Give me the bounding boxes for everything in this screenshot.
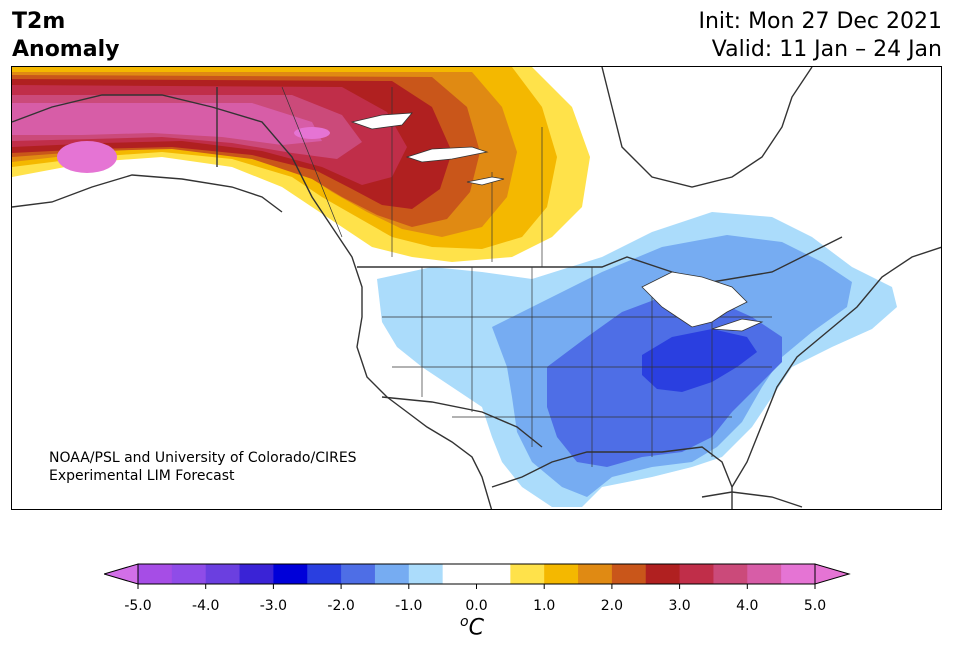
colorbar-bin bbox=[171, 564, 207, 584]
gulf-coast bbox=[491, 446, 733, 509]
great-lakes bbox=[641, 271, 748, 328]
colorbar-tick-label: 1.0 bbox=[533, 598, 555, 614]
warm-contour-4p5-b bbox=[294, 127, 330, 139]
colorbar-unit: oC bbox=[460, 614, 484, 640]
colorbar-bin bbox=[713, 564, 748, 584]
colorbar-bin bbox=[408, 564, 444, 584]
title-line-2: Anomaly bbox=[12, 37, 120, 62]
credit-block: NOAA/PSL and University of Colorado/CIRE… bbox=[49, 449, 357, 485]
warm-contour-4p0 bbox=[12, 103, 322, 145]
us-canada-border bbox=[357, 236, 843, 283]
pacific-coast bbox=[12, 94, 493, 509]
colorbar-under-arrow bbox=[104, 563, 139, 585]
map-title: T2m Anomaly bbox=[12, 8, 119, 64]
colorbar-bin bbox=[205, 564, 241, 584]
colorbar-bin bbox=[510, 564, 545, 584]
cuba bbox=[701, 491, 803, 508]
colorbar-tick-label: -2.0 bbox=[327, 598, 354, 614]
warm-contour-4p5 bbox=[57, 141, 117, 173]
colorbar-bin bbox=[307, 564, 342, 584]
colorbar-tick-label: -1.0 bbox=[395, 598, 422, 614]
coastlines bbox=[12, 67, 941, 509]
state-lines bbox=[281, 86, 772, 467]
colorbar-bin bbox=[611, 564, 647, 584]
credit-line-1: NOAA/PSL and University of Colorado/CIRE… bbox=[49, 450, 357, 466]
colorbar-bin bbox=[578, 564, 613, 584]
colorbar-bin bbox=[544, 564, 579, 584]
anomaly-map bbox=[11, 66, 942, 510]
colorbar-tick-label: -3.0 bbox=[260, 598, 287, 614]
lake-erie bbox=[711, 318, 764, 332]
colorbar-over-arrow bbox=[814, 563, 851, 585]
colorbar-bin bbox=[747, 564, 782, 584]
title-line-1: T2m bbox=[12, 9, 66, 34]
cold-anomaly-region bbox=[377, 212, 897, 507]
alaska-south-coast bbox=[12, 174, 283, 213]
colorbar-tick-label: -5.0 bbox=[124, 598, 151, 614]
us-mexico-border bbox=[381, 396, 543, 448]
colorbar-tick-label: 4.0 bbox=[736, 598, 758, 614]
lakes bbox=[350, 112, 764, 332]
colorbar-unit-base: C bbox=[468, 615, 484, 641]
init-date: Init: Mon 27 Dec 2021 bbox=[698, 9, 943, 34]
colorbar-bin bbox=[679, 564, 714, 584]
atlantic-coast bbox=[731, 246, 941, 488]
colorbar-ticks: -5.0 -4.0 -3.0 -2.0 -1.0 0.0 1.0 2.0 3.0 4.0 5.0 bbox=[124, 584, 826, 614]
colorbar-bin bbox=[239, 564, 274, 584]
colorbar-bin bbox=[138, 564, 173, 584]
colorbar-bin bbox=[442, 564, 511, 584]
anomaly-map-svg bbox=[12, 67, 941, 509]
colorbar-tick-label: 2.0 bbox=[601, 598, 623, 614]
cold-contour-m2p0 bbox=[642, 329, 757, 392]
colorbar-tick-label: -4.0 bbox=[192, 598, 219, 614]
warm-anomaly-region bbox=[12, 67, 590, 262]
great-slave-lake bbox=[405, 146, 489, 163]
forecast-dates: Init: Mon 27 Dec 2021 Valid: 11 Jan – 24… bbox=[699, 8, 943, 64]
great-bear-lake bbox=[350, 112, 413, 130]
lake-athabasca bbox=[466, 176, 505, 186]
colorbar-tick-label: 5.0 bbox=[804, 598, 826, 614]
colorbar-bin bbox=[645, 564, 681, 584]
valid-range: Valid: 11 Jan – 24 Jan bbox=[711, 37, 942, 62]
colorbar-tick-label: 0.0 bbox=[465, 598, 487, 614]
hudson-bay bbox=[601, 67, 813, 188]
colorbar-bin bbox=[781, 564, 816, 584]
colorbar-tick-label: 3.0 bbox=[668, 598, 690, 614]
colorbar-bin bbox=[341, 564, 376, 584]
colorbar-bin bbox=[273, 564, 308, 584]
colorbar-unit-sup: o bbox=[460, 614, 469, 630]
colorbar: -5.0 -4.0 -3.0 -2.0 -1.0 0.0 1.0 2.0 3.0 4.0 5.0 bbox=[104, 563, 851, 614]
credit-line-2: Experimental LIM Forecast bbox=[49, 468, 235, 484]
colorbar-bins bbox=[138, 564, 816, 584]
colorbar-bin bbox=[374, 564, 410, 584]
